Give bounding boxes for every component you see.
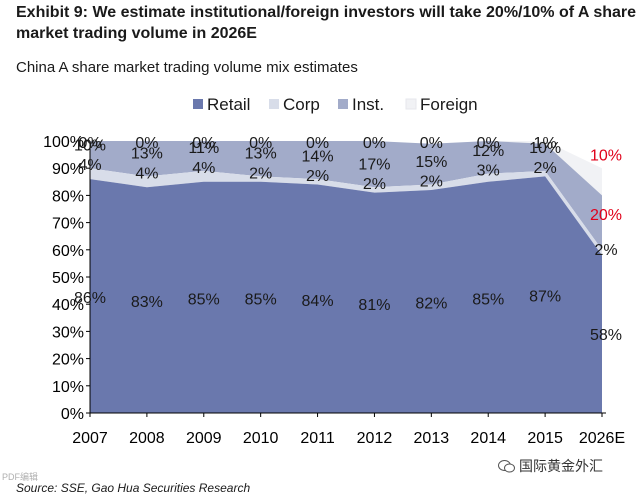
watermark-text: 国际黄金外汇 bbox=[519, 458, 603, 474]
x-tick-label: 2011 bbox=[300, 430, 335, 447]
plot-areas bbox=[90, 141, 602, 413]
data-labels: 86% 83% 85% 85% 84% 81% 82% 85% 87% 58% 4% 4% 4% 2% 2%… bbox=[74, 135, 622, 344]
data-label-foreign: 0% bbox=[477, 135, 500, 152]
y-tick-label: 60% bbox=[52, 243, 84, 260]
data-label-foreign: 0% bbox=[78, 135, 101, 152]
data-label-retail: 85% bbox=[472, 291, 504, 308]
legend-label-retail: Retail bbox=[207, 95, 250, 114]
x-tick-label: 2009 bbox=[186, 430, 222, 447]
area-inst bbox=[90, 141, 602, 250]
legend-label-foreign: Foreign bbox=[420, 95, 478, 114]
chart-title: Exhibit 9: We estimate institutional/for… bbox=[16, 4, 637, 42]
data-label-corp: 2% bbox=[363, 176, 386, 193]
data-label-inst: 13% bbox=[131, 146, 163, 163]
area-retail bbox=[90, 176, 602, 413]
legend-swatch-retail bbox=[193, 99, 203, 109]
data-label-foreign: 0% bbox=[363, 135, 386, 152]
data-label-retail: 85% bbox=[245, 291, 277, 308]
data-label-retail: 85% bbox=[188, 291, 220, 308]
data-label-corp: 4% bbox=[192, 160, 215, 177]
y-tick-label: 100% bbox=[43, 134, 84, 151]
area-corp bbox=[90, 168, 602, 256]
data-label-corp: 2% bbox=[249, 165, 272, 182]
data-label-retail: 86% bbox=[74, 290, 106, 307]
data-label-inst: 17% bbox=[358, 157, 390, 174]
chart-subtitle: China A share market trading volume mix … bbox=[16, 59, 358, 76]
data-label-corp: 3% bbox=[477, 163, 500, 180]
chart-legend: Retail Corp Inst. Foreign bbox=[193, 95, 478, 114]
x-tick-label: 2012 bbox=[357, 430, 393, 447]
legend-swatch-corp bbox=[269, 99, 279, 109]
legend-swatch-inst bbox=[338, 99, 348, 109]
y-tick-label: 90% bbox=[52, 161, 84, 178]
watermark: 国际黄金外汇 bbox=[498, 456, 603, 476]
data-label-corp: 4% bbox=[78, 157, 101, 174]
y-tick-label: 50% bbox=[52, 270, 84, 287]
x-tick-label: 2008 bbox=[129, 430, 165, 447]
data-label-retail: 58% bbox=[590, 327, 622, 344]
data-label-foreign: 0% bbox=[420, 135, 443, 152]
x-tick-label: 2007 bbox=[72, 430, 108, 447]
data-label-corp: 2% bbox=[306, 168, 329, 185]
legend-swatch-foreign bbox=[405, 98, 417, 110]
data-label-inst: 12% bbox=[472, 143, 504, 160]
data-label-retail: 82% bbox=[415, 295, 447, 312]
data-label-inst: 20% bbox=[590, 207, 622, 224]
data-label-retail: 81% bbox=[358, 297, 390, 314]
y-tick-label: 70% bbox=[52, 216, 84, 233]
data-label-foreign: 0% bbox=[249, 135, 272, 152]
chart-axes bbox=[86, 140, 606, 417]
data-label-inst: 14% bbox=[302, 148, 334, 165]
data-label-inst: 13% bbox=[245, 146, 277, 163]
y-axis-labels: 0% 10% 20% 30% 40% 50% 60% 70% 80% 90% 100% bbox=[43, 134, 84, 423]
x-axis-labels: 2007 2008 2009 2010 2011 2012 2013 2014 2015 2026… bbox=[72, 430, 625, 447]
y-tick-label: 80% bbox=[52, 188, 84, 205]
y-tick-label: 20% bbox=[52, 352, 84, 369]
data-label-corp: 2% bbox=[534, 160, 557, 177]
data-label-foreign: 0% bbox=[135, 135, 158, 152]
data-label-corp: 4% bbox=[135, 165, 158, 182]
corner-mark: PDF编辑 bbox=[2, 472, 39, 482]
x-tick-label: 2015 bbox=[527, 430, 563, 447]
y-tick-label: 30% bbox=[52, 324, 84, 341]
data-label-inst: 11% bbox=[188, 140, 219, 157]
x-tick-label: 2014 bbox=[470, 430, 506, 447]
area-foreign bbox=[90, 141, 602, 196]
x-tick-label: 2010 bbox=[243, 430, 279, 447]
wechat-icon bbox=[498, 459, 515, 473]
x-tick-label: 2026E bbox=[579, 430, 625, 447]
legend-label-inst: Inst. bbox=[352, 95, 384, 114]
data-label-retail: 84% bbox=[302, 293, 334, 310]
data-label-inst: 15% bbox=[415, 154, 447, 171]
data-label-foreign: 0% bbox=[306, 135, 329, 152]
data-label-corp: 2% bbox=[420, 174, 443, 191]
data-label-retail: 87% bbox=[529, 289, 561, 306]
data-label-foreign: 10% bbox=[590, 148, 622, 165]
data-label-retail: 83% bbox=[131, 294, 163, 311]
y-tick-label: 0% bbox=[61, 406, 84, 423]
data-label-foreign: 1% bbox=[534, 135, 557, 152]
x-tick-label: 2013 bbox=[414, 430, 450, 447]
y-tick-label: 10% bbox=[52, 379, 84, 396]
legend-label-corp: Corp bbox=[283, 95, 320, 114]
source-note: Source: SSE, Gao Hua Securities Research bbox=[16, 481, 251, 495]
data-label-corp: 2% bbox=[594, 242, 617, 259]
data-label-inst: 10% bbox=[529, 140, 561, 157]
y-tick-label: 40% bbox=[52, 297, 84, 314]
data-label-foreign: 0% bbox=[192, 135, 215, 152]
data-label-inst: 10% bbox=[74, 138, 106, 155]
